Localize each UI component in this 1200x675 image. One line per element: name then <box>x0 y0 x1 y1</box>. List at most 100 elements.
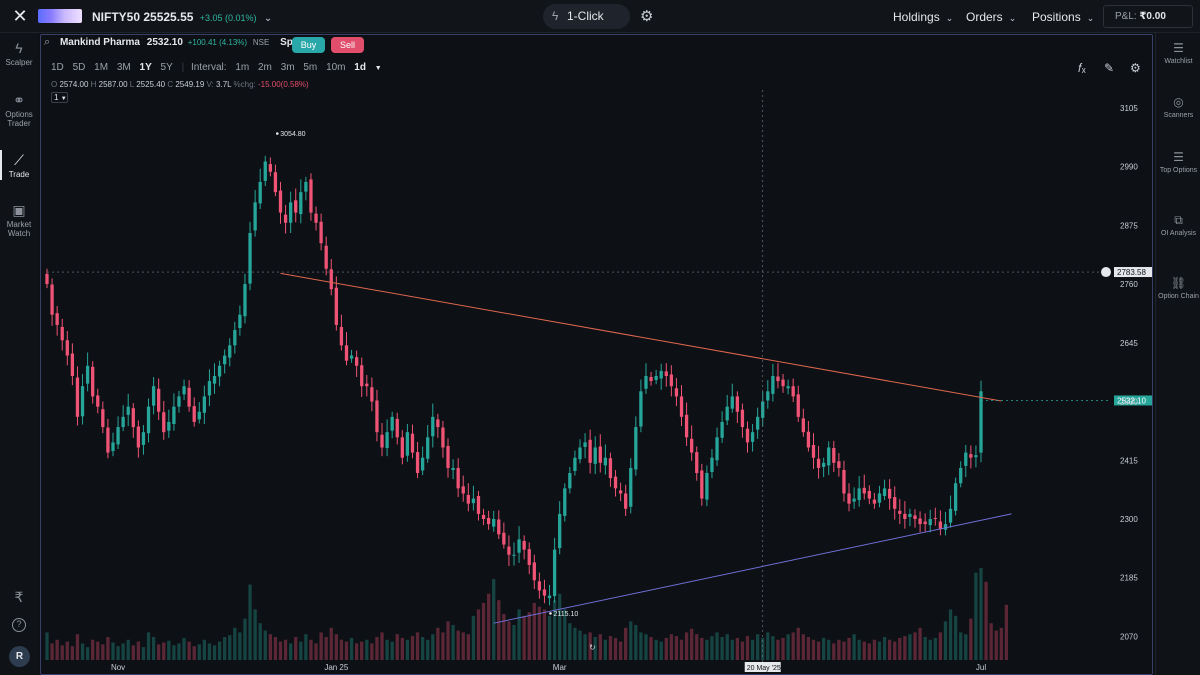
y-tick-label: 2760 <box>1120 280 1138 289</box>
gear-icon[interactable]: ⚙ <box>640 8 654 25</box>
volume-bar <box>314 643 318 660</box>
sidebar-item-market-watch[interactable]: ▣ Market Watch <box>0 203 38 238</box>
sidebar-item-options-trader[interactable]: ⚭ Options Trader <box>0 93 38 128</box>
support-trendline <box>493 513 1012 624</box>
sidebar-item-oi-analysis[interactable]: ⧉ OI Analysis <box>1156 213 1200 238</box>
volume-bar <box>796 627 800 660</box>
range-3m[interactable]: 3M <box>116 62 131 73</box>
range-1d[interactable]: 1D <box>51 62 64 73</box>
search-icon[interactable]: ⌕ <box>44 36 51 48</box>
range-1m[interactable]: 1M <box>94 62 109 73</box>
chart-count-select[interactable]: 1 ▼ <box>51 92 68 103</box>
volume-bar <box>304 634 308 660</box>
range-5d[interactable]: 5D <box>72 62 86 73</box>
volume-bar <box>684 632 689 660</box>
candle-body <box>258 181 262 204</box>
volume-bar <box>50 643 54 660</box>
buy-button[interactable]: Buy <box>292 37 325 53</box>
range-5y[interactable]: 5Y <box>160 62 173 73</box>
rupee-icon[interactable]: ₹ <box>14 589 24 605</box>
candle-body <box>603 457 608 466</box>
volume-bar <box>776 639 780 660</box>
candle-body <box>471 498 476 504</box>
time-axis: Nov Jan 25 Mar Jul <box>111 663 986 672</box>
candle-body <box>349 355 354 359</box>
candle-body <box>583 442 587 447</box>
symbol-bar[interactable]: ⌕ Mankind Pharma 2532.10 +100.41 (4.13%)… <box>44 36 312 56</box>
avatar[interactable]: R <box>9 646 30 667</box>
volume-bar <box>832 643 836 660</box>
interval-10m[interactable]: 10m <box>326 62 346 73</box>
chart-settings-icon[interactable]: ⚙ <box>1130 61 1141 75</box>
one-click-toggle[interactable]: ϟ 1-Click OFF <box>543 4 630 48</box>
crosshair-price-tag <box>1114 267 1152 278</box>
volume-bar <box>263 630 267 660</box>
volume-bar <box>126 639 130 660</box>
pnl-display[interactable]: P&L: ₹0.00 <box>1103 5 1193 28</box>
volume-bar <box>283 639 288 660</box>
last-price-tag <box>1114 395 1152 406</box>
volume-bar <box>588 632 592 660</box>
candle-body <box>552 549 557 597</box>
candle-body <box>299 192 303 215</box>
interval-5m[interactable]: 5m <box>303 62 318 73</box>
candle-body <box>50 284 54 315</box>
candle-body <box>522 540 526 550</box>
candle-body <box>75 377 80 417</box>
volume-bar <box>446 621 450 660</box>
candle-body <box>659 370 663 379</box>
sidebar-item-option-chain[interactable]: ⛓ Option Chain <box>1156 276 1200 301</box>
volume-bar <box>238 632 242 660</box>
interval-1m[interactable]: 1m <box>235 62 250 73</box>
close-icon[interactable]: ✕ <box>12 6 28 26</box>
range-1y[interactable]: 1Y <box>139 62 152 73</box>
candle-body <box>573 457 577 471</box>
symbol-exchange: NSE <box>252 38 270 47</box>
volume-bar <box>410 636 415 660</box>
interval-3m[interactable]: 3m <box>280 62 295 73</box>
nav-positions-label: Positions <box>1032 10 1081 24</box>
candle-body <box>720 421 724 438</box>
index-ticker[interactable]: NIFTY50 25525.55 +3.05 (0.01%) ⌄ <box>92 10 272 24</box>
nav-positions[interactable]: Positions ⌄ <box>1032 10 1094 24</box>
sell-button[interactable]: Sell <box>331 37 364 53</box>
candle-body <box>131 408 135 428</box>
candle-body <box>862 487 866 494</box>
candle-body <box>420 457 425 471</box>
interval-2m[interactable]: 2m <box>258 62 272 73</box>
volume-bar <box>771 636 775 660</box>
rb-label: Top Options <box>1159 167 1198 174</box>
low-marker <box>549 612 552 615</box>
refresh-icon[interactable]: ↻ <box>589 643 596 652</box>
volume-bar <box>532 602 536 660</box>
volume-bar <box>877 641 882 660</box>
help-icon[interactable]: ? <box>12 618 26 632</box>
volume-bar <box>157 644 161 660</box>
drawing-tools-icon[interactable]: ✎ <box>1104 61 1115 75</box>
indicator-icon[interactable]: 𝑓ₓ <box>1078 61 1086 75</box>
sidebar-item-trade[interactable]: ⟋ Trade <box>0 153 38 179</box>
candle-body <box>243 284 247 317</box>
candle-body <box>608 458 613 479</box>
volume-bar <box>395 634 399 660</box>
candle-body <box>877 493 882 503</box>
volume-bar <box>537 606 542 660</box>
candle-body <box>715 437 719 461</box>
sidebar-item-scalper[interactable]: ϟ Scalper <box>0 41 38 67</box>
volume-bar <box>486 593 491 660</box>
sidebar-item-watchlist[interactable]: ☰ Watchlist <box>1156 41 1200 66</box>
caret-down-icon: ▼ <box>60 96 67 102</box>
interval-1d-select[interactable]: 1d ▼ <box>354 62 387 73</box>
volume-bar <box>334 634 338 660</box>
volume-bar <box>228 635 232 660</box>
nav-orders[interactable]: Orders ⌄ <box>966 10 1016 24</box>
volume-bar <box>923 637 927 660</box>
volume-bar <box>679 639 684 660</box>
volume-bar <box>821 637 826 660</box>
nav-holdings[interactable]: Holdings ⌄ <box>893 10 953 24</box>
sidebar-item-top-options[interactable]: ☰ Top Options <box>1156 150 1200 175</box>
sidebar-item-scanners[interactable]: ◎ Scanners <box>1156 95 1200 120</box>
rb-label: Option Chain <box>1158 293 1199 300</box>
candle-body <box>146 406 151 434</box>
